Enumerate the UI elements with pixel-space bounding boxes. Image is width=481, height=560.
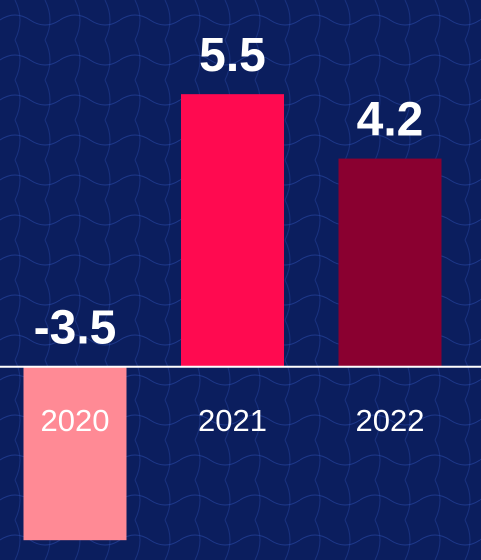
x-tick-label: 2021 xyxy=(198,403,267,438)
data-label: -3.5 xyxy=(34,301,117,354)
plot: -3.5 5.5 4.2 2020 2021 2022 xyxy=(0,29,481,541)
data-label: 4.2 xyxy=(357,93,424,146)
x-tick-label: 2022 xyxy=(356,403,425,438)
data-label: 5.5 xyxy=(199,29,266,82)
bar xyxy=(181,94,284,367)
bar xyxy=(338,158,442,367)
bar xyxy=(23,366,127,541)
x-tick-label: 2020 xyxy=(41,403,110,438)
